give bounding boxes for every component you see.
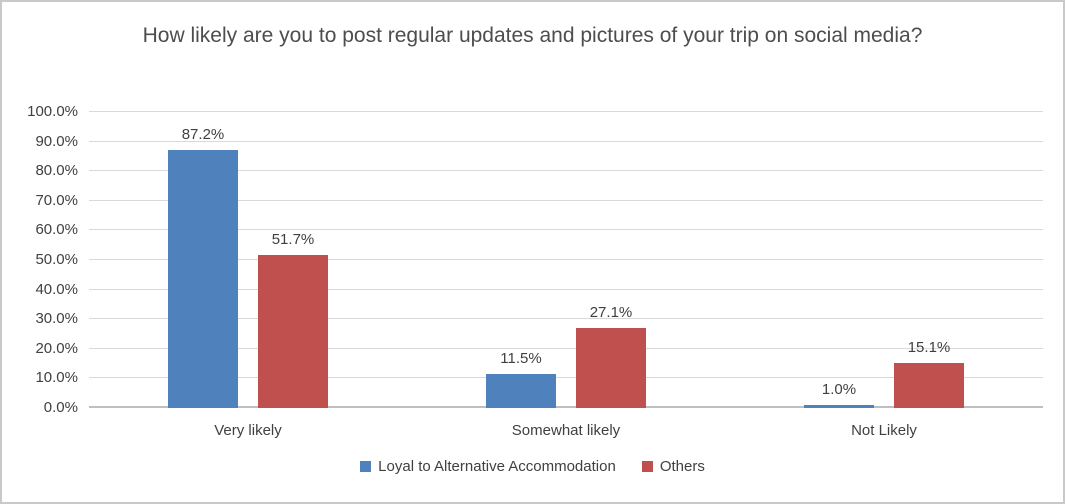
y-axis-tick-label-50-0: 50.0% xyxy=(35,251,78,268)
data-label-loyal-to-alternative-accommodation-not-likely: 1.0% xyxy=(821,381,857,399)
gridline-50 xyxy=(89,259,1043,260)
bar-others-not-likely xyxy=(894,363,964,408)
x-axis-category-label-somewhat-likely: Somewhat likely xyxy=(511,422,621,439)
y-axis-tick-label-30-0: 30.0% xyxy=(35,310,78,328)
y-axis-tick-label-20-0: 20.0% xyxy=(35,339,78,357)
y-axis-tick-label-80-0: 80.0% xyxy=(35,162,78,180)
gridline-10 xyxy=(89,377,1043,379)
bar-loyal-to-alternative-accommodation-somewhat-likely xyxy=(486,373,556,408)
data-label-others-very-likely: 51.7% xyxy=(271,230,315,248)
y-axis-tick-label-0-0: 0.0% xyxy=(43,399,78,416)
legend-label: Others xyxy=(659,458,705,475)
gridline-60 xyxy=(89,229,1043,231)
gridline-100 xyxy=(89,111,1043,112)
gridline-30 xyxy=(89,318,1043,320)
x-axis-line xyxy=(89,406,1043,408)
plot-area: 87.2% 11.5% 1.0% 51.7% 27.1% 15.1% xyxy=(89,111,1043,408)
legend-swatch-icon xyxy=(360,461,372,472)
gridline-20 xyxy=(89,347,1043,349)
legend: Loyal to Alternative Accommodation Others xyxy=(2,458,1063,475)
legend-item-others: Others xyxy=(641,458,705,475)
y-axis-tick-label-100-0: 100.0% xyxy=(27,103,78,120)
gridline-40 xyxy=(89,288,1043,290)
bar-loyal-to-alternative-accommodation-very-likely xyxy=(168,149,238,408)
data-label-others-not-likely: 15.1% xyxy=(907,339,951,357)
gridline-80 xyxy=(89,170,1043,172)
legend-label: Loyal to Alternative Accommodation xyxy=(378,458,616,475)
chart-title: How likely are you to post regular updat… xyxy=(142,24,923,47)
y-axis-tick-label-60-0: 60.0% xyxy=(35,221,78,239)
legend-item-loyal-to-alternative-accommodation: Loyal to Alternative Accommodation xyxy=(360,458,616,475)
data-label-loyal-to-alternative-accommodation-somewhat-likely: 11.5% xyxy=(500,349,542,367)
data-label-others-somewhat-likely: 27.1% xyxy=(589,303,633,321)
bar-loyal-to-alternative-accommodation-not-likely xyxy=(804,405,874,408)
y-axis-tick-label-10-0: 10.0% xyxy=(35,369,78,387)
data-label-loyal-to-alternative-accommodation-very-likely: 87.2% xyxy=(181,125,225,143)
y-axis-tick-label-90-0: 90.0% xyxy=(35,132,78,150)
x-axis-category-label-very-likely: Very likely xyxy=(214,422,282,439)
y-axis-tick-label-70-0: 70.0% xyxy=(35,191,78,209)
bar-others-somewhat-likely xyxy=(576,327,646,408)
legend-swatch-icon xyxy=(641,461,653,472)
y-axis-tick-label-40-0: 40.0% xyxy=(35,280,78,298)
x-axis-category-label-not-likely: Not Likely xyxy=(851,422,917,439)
bar-others-very-likely xyxy=(258,254,328,408)
gridline-90 xyxy=(89,140,1043,142)
gridline-70 xyxy=(89,199,1043,201)
